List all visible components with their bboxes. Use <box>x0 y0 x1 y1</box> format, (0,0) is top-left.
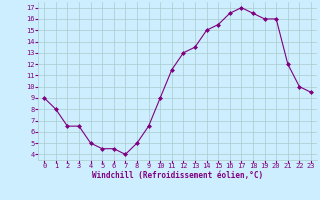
X-axis label: Windchill (Refroidissement éolien,°C): Windchill (Refroidissement éolien,°C) <box>92 171 263 180</box>
